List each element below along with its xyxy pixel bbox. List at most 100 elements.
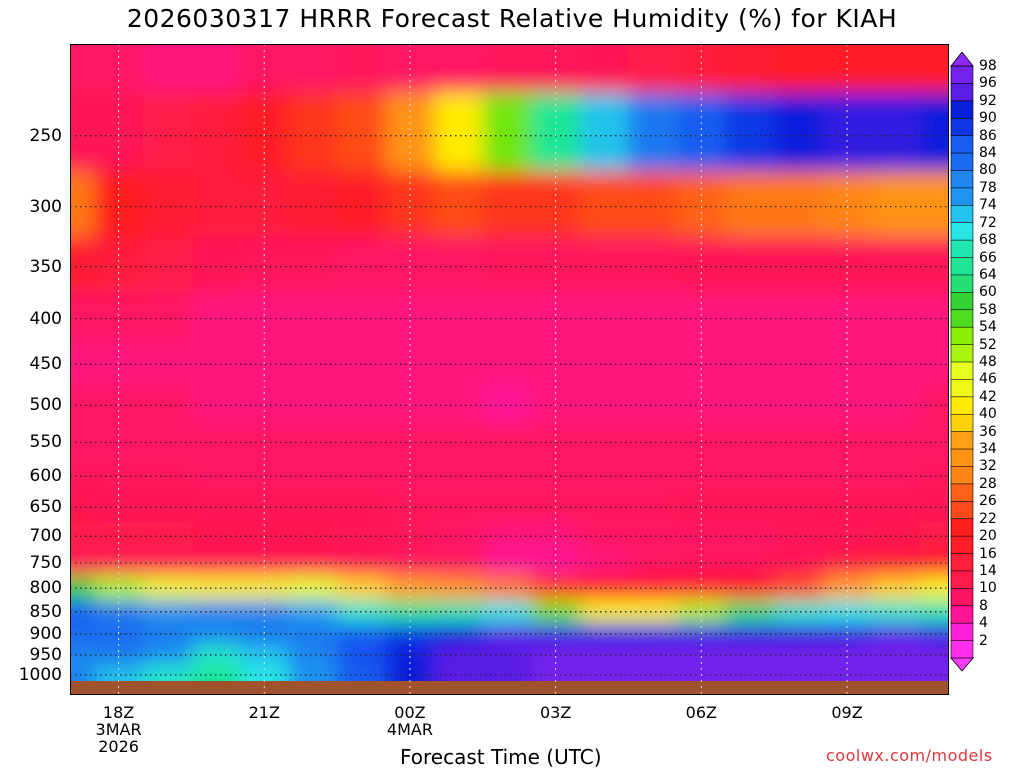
rh-cell	[871, 92, 921, 172]
colorbar-swatch	[950, 187, 974, 207]
rh-cell	[337, 341, 387, 386]
rh-cell	[70, 644, 95, 666]
colorbar-swatch	[950, 535, 974, 555]
rh-cell	[919, 292, 949, 342]
rh-cell	[579, 384, 629, 425]
rh-cell	[628, 622, 678, 645]
rh-cell	[142, 292, 192, 342]
rh-cell	[919, 599, 949, 624]
rh-cell	[531, 292, 581, 342]
rh-cell	[919, 341, 949, 386]
rh-cell	[288, 44, 338, 93]
colorbar-label: 90	[979, 110, 997, 127]
rh-cell	[191, 292, 241, 342]
rh-cell	[288, 549, 338, 577]
colorbar-label: 10	[979, 580, 997, 597]
rh-cell	[774, 171, 824, 238]
rh-cell	[482, 92, 532, 172]
colorbar-label: 26	[979, 493, 997, 510]
rh-cell	[725, 92, 775, 172]
colorbar-label: 98	[979, 58, 997, 74]
rh-cell	[579, 459, 629, 493]
colorbar-label: 2	[979, 632, 988, 649]
rh-cell	[579, 491, 629, 523]
rh-cell	[579, 423, 629, 460]
rh-cell	[579, 575, 629, 601]
rh-cell	[434, 44, 484, 93]
rh-cell	[239, 599, 290, 624]
y-tick-label: 300	[29, 196, 62, 217]
rh-cell	[628, 92, 678, 172]
colorbar-swatch	[950, 100, 974, 120]
rh-cell	[337, 644, 387, 666]
rh-cell	[919, 44, 949, 93]
rh-cell	[919, 92, 949, 172]
y-tick-label: 500	[29, 395, 62, 416]
rh-cell	[191, 92, 241, 172]
rh-cell	[434, 644, 484, 666]
rh-cell	[385, 236, 435, 294]
rh-cell	[191, 341, 241, 386]
rh-cell	[919, 644, 949, 666]
rh-cell	[628, 491, 678, 523]
rh-cell	[774, 599, 824, 624]
colorbar-swatch	[950, 239, 974, 259]
y-tick-label: 650	[29, 497, 62, 518]
rh-cell	[70, 292, 95, 342]
y-tick-label: 850	[29, 601, 62, 622]
colorbar-label: 60	[979, 284, 997, 301]
colorbar-label: 46	[979, 371, 997, 388]
rh-cell	[919, 521, 949, 551]
colorbar-swatch	[950, 605, 974, 624]
rh-cell	[70, 92, 95, 172]
rh-cell	[677, 236, 727, 294]
colorbar-label: 84	[979, 145, 997, 162]
rh-cell	[239, 521, 290, 551]
y-tick-label: 700	[29, 526, 62, 547]
colorbar-swatch	[950, 379, 974, 398]
colorbar-swatch	[950, 622, 974, 642]
rh-cell	[70, 171, 95, 238]
rh-cell	[70, 622, 95, 645]
rh-cell	[822, 599, 872, 624]
rh-cell	[677, 521, 727, 551]
x-tick-label: 09Z	[831, 703, 863, 722]
colorbar-label: 20	[979, 528, 997, 545]
colorbar-label: 86	[979, 127, 997, 144]
colorbar-label: 28	[979, 475, 997, 492]
rh-cell	[288, 459, 338, 493]
rh-cell	[871, 292, 921, 342]
source-credit: coolwx.com/models	[826, 746, 993, 765]
rh-cell	[288, 644, 338, 666]
rh-cell	[142, 341, 192, 386]
rh-cell	[919, 622, 949, 645]
rh-cell	[677, 644, 727, 666]
rh-cell	[725, 44, 775, 93]
rh-cell	[434, 622, 484, 645]
y-tick-label: 400	[29, 308, 62, 329]
rh-cell	[871, 44, 921, 93]
colorbar-swatch	[950, 326, 974, 346]
y-tick-label: 950	[29, 645, 62, 665]
colorbar-swatch	[950, 431, 974, 450]
y-tick-label: 450	[29, 354, 62, 375]
colorbar-label: 8	[979, 597, 988, 614]
rh-cell	[774, 384, 824, 425]
rh-cell	[628, 459, 678, 493]
rh-cell	[337, 622, 387, 645]
rh-cell	[482, 644, 532, 666]
rh-cell	[774, 44, 824, 93]
rh-cell	[288, 622, 338, 645]
rh-cell	[871, 384, 921, 425]
rh-cell	[337, 491, 387, 523]
rh-cell	[919, 491, 949, 523]
rh-cell	[579, 171, 629, 238]
rh-cell	[337, 521, 387, 551]
rh-cell	[579, 599, 629, 624]
colorbar-swatch	[950, 553, 974, 572]
rh-cell	[142, 599, 192, 624]
colorbar-swatch	[950, 640, 974, 659]
rh-cell	[579, 644, 629, 666]
rh-cell	[628, 575, 678, 601]
x-tick-label: 06Z	[685, 703, 717, 722]
